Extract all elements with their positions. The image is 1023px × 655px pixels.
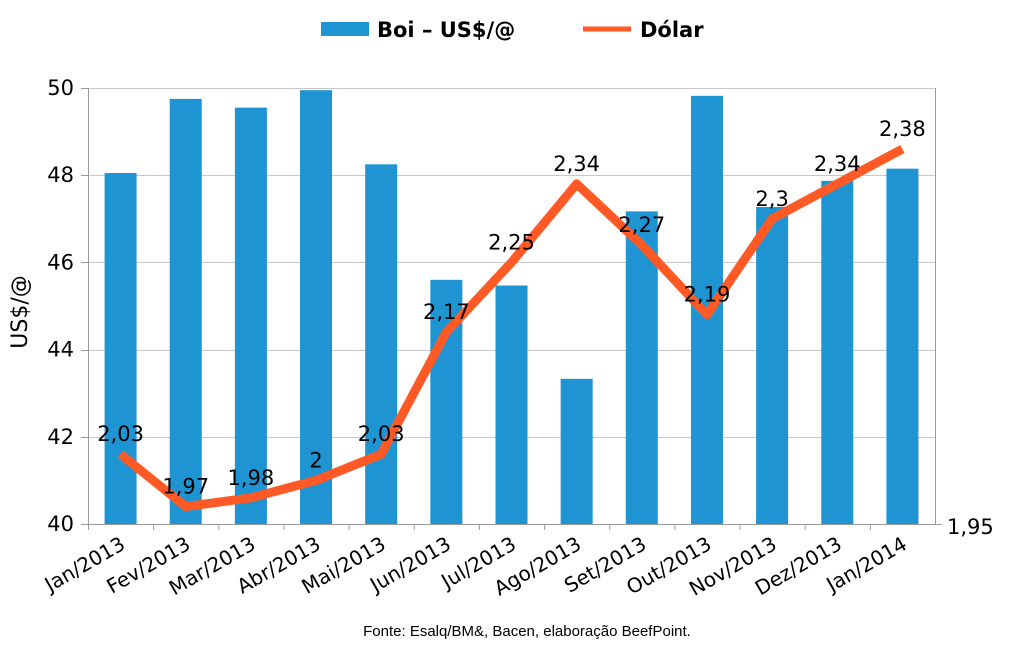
y-tick-label-42: 42 (47, 425, 74, 449)
y-tick-label-46: 46 (47, 250, 74, 274)
dolar-label-6: 2,25 (488, 230, 535, 254)
line-series (117, 145, 905, 512)
y-tick-label-40: 40 (47, 512, 74, 536)
dolar-label-11: 2,34 (814, 152, 861, 176)
bar-7 (560, 378, 593, 524)
dolar-label-2: 1,98 (228, 466, 275, 490)
y-axis-title: US$/@ (8, 275, 33, 348)
legend-label-boi: Boi – US$/@ (377, 18, 515, 42)
bar-2 (234, 107, 267, 525)
dolar-label-1: 1,97 (162, 475, 209, 499)
legend: Boi – US$/@ Dólar (321, 18, 704, 42)
dolar-label-10: 2,3 (755, 187, 788, 211)
bar-6 (495, 285, 528, 524)
bar-3 (300, 90, 333, 525)
bar-12 (886, 168, 919, 524)
source-note: Fonte: Esalq/BM&, Bacen, elaboração Beef… (363, 623, 691, 640)
bar-0 (104, 173, 137, 524)
legend-swatch-boi (321, 22, 369, 36)
bar-1 (169, 98, 202, 525)
dolar-label-5: 2,17 (423, 300, 470, 324)
dolar-label-9: 2,19 (684, 283, 731, 307)
legend-label-dolar: Dólar (640, 18, 704, 42)
plot-frame (88, 88, 936, 525)
bar-series (104, 90, 919, 525)
bar-4 (365, 164, 398, 525)
dolar-label-8: 2,27 (618, 213, 665, 237)
y-tick-label-50: 50 (47, 76, 74, 100)
dolar-label-7: 2,34 (553, 152, 600, 176)
y-tick-label-48: 48 (47, 163, 74, 187)
dolar-label-4: 2,03 (358, 422, 405, 446)
dolar-label-3: 2 (309, 448, 322, 472)
bar-10 (756, 207, 789, 524)
bar-11 (821, 180, 854, 525)
y-tick-label-44: 44 (47, 338, 74, 362)
y2-tick-label: 1,95 (947, 515, 994, 539)
dolar-label-12: 2,38 (879, 117, 926, 141)
dolar-label-0: 2,03 (97, 422, 144, 446)
data-labels: 2,03 1,97 1,98 2 2,03 2,17 2,25 2,34 2,27 2,19 2,3… (97, 117, 926, 499)
bar-8 (625, 211, 658, 524)
